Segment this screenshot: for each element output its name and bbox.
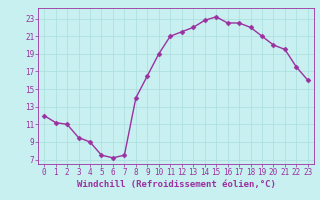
X-axis label: Windchill (Refroidissement éolien,°C): Windchill (Refroidissement éolien,°C) <box>76 180 276 189</box>
